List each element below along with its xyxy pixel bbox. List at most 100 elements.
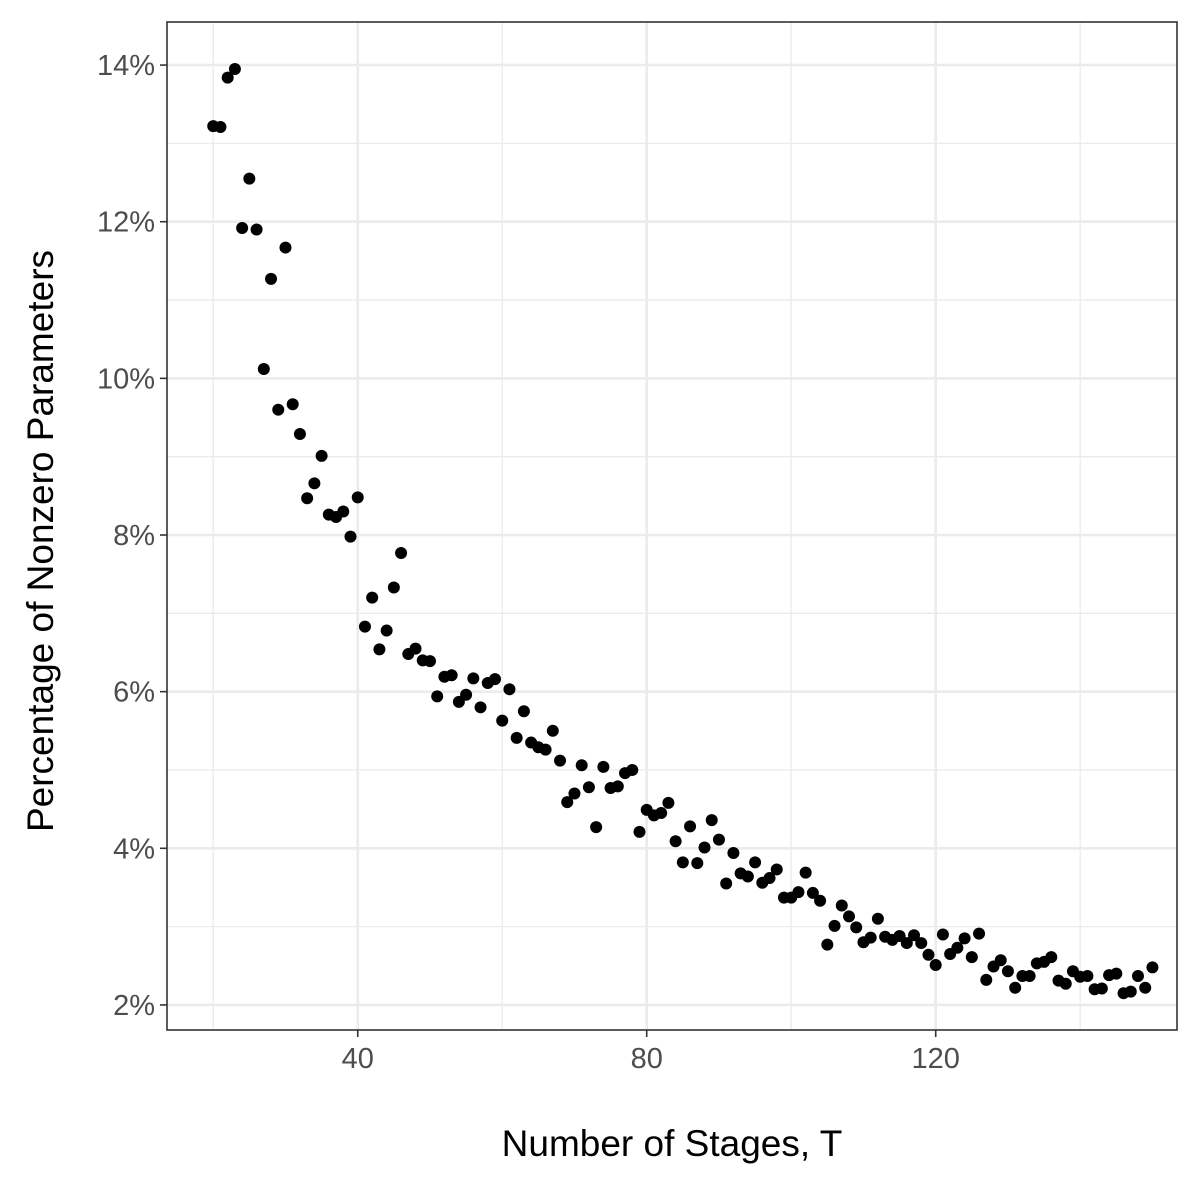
data-point [806,886,819,899]
data-point [864,931,877,944]
x-tick-label: 80 [631,1043,663,1075]
data-point [929,958,942,971]
data-point [1023,969,1036,982]
y-tick-label: 8% [113,520,155,552]
gridlines [167,22,1177,1030]
data-point [669,835,682,848]
data-point [337,505,350,518]
data-point [344,530,357,543]
data-point [250,223,263,236]
data-point [228,62,241,75]
data-point [286,398,299,411]
y-tick-label: 10% [97,363,155,395]
data-point [568,787,581,800]
data-point [257,362,270,375]
data-point [611,780,624,793]
data-point [691,857,704,870]
data-point [633,825,646,838]
data-point [293,427,306,440]
data-point [908,929,921,942]
data-point [373,643,386,656]
data-point [698,841,711,854]
data-point [741,870,754,883]
data-point [214,120,227,133]
y-tick-label: 14% [97,50,155,82]
data-point [749,856,762,869]
data-point [221,71,234,84]
data-point [409,642,422,655]
data-point [922,948,935,961]
data-point [720,877,733,890]
data-point [763,872,776,885]
data-point [1139,981,1152,994]
data-point [792,886,805,899]
data-point [770,863,783,876]
data-point [358,620,371,633]
data-point [423,655,436,668]
data-point [821,938,834,951]
data-point [308,477,321,490]
data-point [951,941,964,954]
data-point [395,547,408,560]
data-point [980,973,993,986]
data-point [965,951,978,964]
data-point [676,856,689,869]
y-tick-label: 4% [113,833,155,865]
data-point [705,814,718,827]
data-point [799,866,812,879]
data-point [850,921,863,934]
data-point [445,669,458,682]
data-points [207,62,1159,1000]
data-point [1001,965,1014,978]
data-point [315,449,328,462]
data-point [828,919,841,932]
data-point [351,491,364,504]
data-point [474,701,487,714]
data-point [958,932,971,945]
data-point [1124,985,1137,998]
data-point [467,672,480,685]
data-point [236,221,249,234]
data-point [1045,951,1058,964]
data-point [871,912,884,925]
data-point [561,796,574,809]
y-axis-title: Percentage of Nonzero Parameters [20,250,61,832]
data-point [503,683,516,696]
data-point [626,763,639,776]
data-point [712,833,725,846]
data-point [554,754,567,767]
data-point [575,759,588,772]
data-point [546,724,559,737]
y-tick-label: 12% [97,207,155,239]
data-point [488,673,501,686]
data-point [380,624,393,637]
data-point [301,492,314,505]
y-tick-label: 6% [113,677,155,709]
data-point [582,781,595,794]
x-tick-label: 40 [342,1043,374,1075]
data-point [597,760,610,773]
x-axis-title: Number of Stages, T [502,1123,843,1164]
x-tick-label: 120 [912,1043,960,1075]
data-point [496,714,509,727]
axes: 40 80 120 2% 4% 6% 8% 10% 12% 14% [97,50,960,1075]
data-point [843,910,856,923]
data-point [431,690,444,703]
data-point [517,705,530,718]
data-point [539,743,552,756]
data-point [973,927,986,940]
data-point [265,272,278,285]
data-point [915,937,928,950]
data-point [662,796,675,809]
data-point [727,846,740,859]
data-point [1131,969,1144,982]
data-point [1059,977,1072,990]
data-point [279,241,292,254]
data-point [1146,961,1159,974]
data-point [655,807,668,820]
data-point [1110,967,1123,980]
y-tick-label: 2% [113,990,155,1022]
data-point [936,928,949,941]
panel-border [166,21,1178,1031]
